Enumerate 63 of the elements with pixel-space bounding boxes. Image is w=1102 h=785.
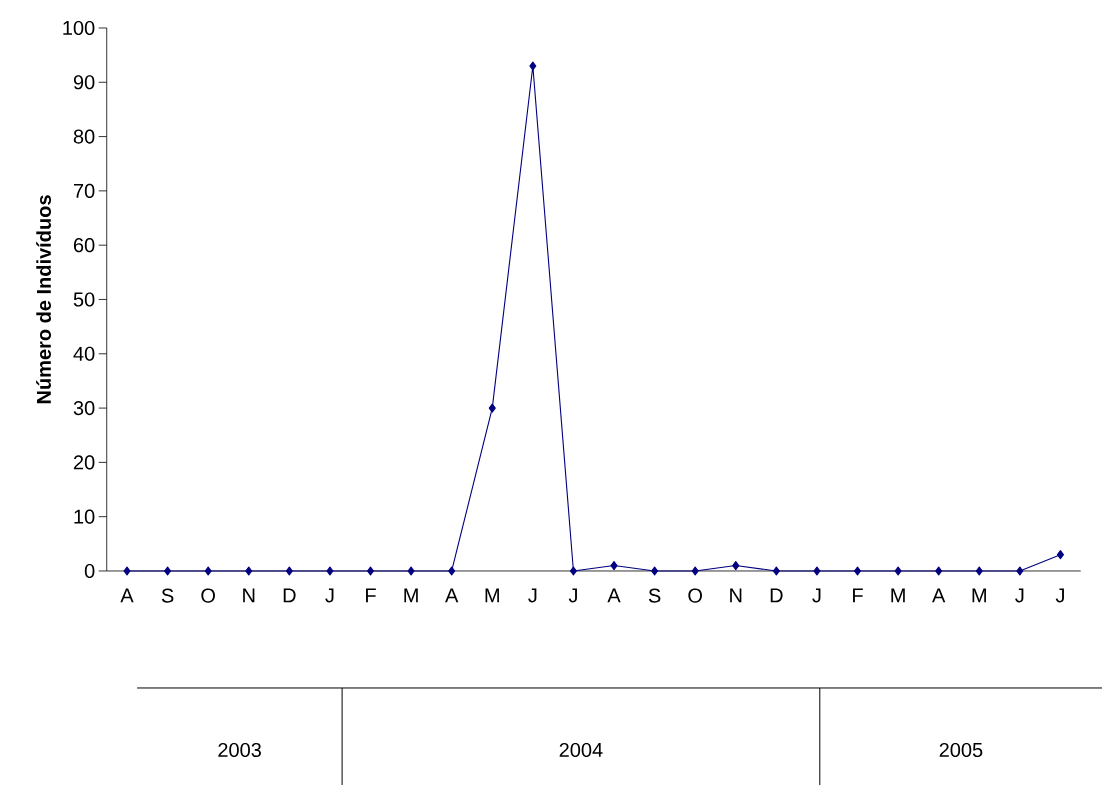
point — [975, 566, 983, 576]
x-tick-label: M — [485, 588, 499, 603]
point — [366, 566, 375, 576]
point — [894, 566, 902, 576]
text: 2003 — [218, 742, 261, 758]
x-tick-label: S — [161, 588, 174, 603]
x-tick-label: A — [932, 588, 946, 603]
point — [935, 566, 943, 576]
x-tick-label: D — [283, 588, 296, 603]
point — [1056, 550, 1064, 560]
x-tick-label: J — [528, 588, 537, 603]
x-tick-label: M — [891, 588, 905, 603]
point — [813, 566, 821, 576]
y-tick-label: 30 — [73, 401, 95, 416]
x-tick-label: A — [445, 588, 459, 603]
x-tick-label: F — [366, 588, 376, 603]
x-tick-label: O — [201, 588, 215, 603]
x-tick-label: D — [770, 588, 783, 603]
point — [245, 566, 253, 576]
point — [407, 566, 415, 576]
point — [488, 403, 496, 413]
point — [204, 566, 212, 576]
point — [326, 566, 334, 576]
x-tick-label: A — [120, 588, 134, 603]
text: 2005 — [939, 742, 983, 758]
y-tick-label: 40 — [73, 346, 95, 361]
y-tick-label: 60 — [73, 238, 95, 253]
point — [853, 566, 862, 576]
y-tick-label: 70 — [73, 183, 95, 198]
x-tick-label: S — [648, 588, 661, 603]
y-tick-label: 10 — [74, 509, 95, 524]
x-tick-label: N — [730, 588, 742, 603]
x-tick-label: O — [688, 588, 702, 603]
point — [285, 566, 293, 576]
x-tick-label: J — [325, 588, 334, 603]
x-tick-label: J — [1015, 588, 1024, 603]
x-tick-label: J — [1055, 588, 1064, 603]
y-axis-title: Número de Indivíduos — [36, 195, 51, 404]
y-tick-label: 80 — [73, 129, 95, 144]
y-tick-label: 0 — [84, 563, 95, 579]
point — [772, 566, 780, 576]
y-tick-label: 90 — [73, 75, 95, 90]
text: 2004 — [559, 742, 603, 758]
point — [448, 566, 456, 576]
x-tick-label: M — [972, 588, 986, 603]
point — [569, 566, 577, 576]
point — [164, 566, 172, 576]
y-tick-label: 20 — [73, 455, 95, 470]
x-tick-label: M — [404, 588, 418, 603]
point — [691, 566, 699, 576]
x-tick-label: F — [853, 588, 863, 603]
point — [651, 566, 659, 576]
x-tick-label: J — [812, 588, 821, 603]
point — [123, 566, 131, 576]
x-tick-label: N — [243, 588, 255, 603]
y-tick-label: 100 — [63, 20, 95, 36]
point — [529, 61, 537, 71]
x-tick-label: A — [607, 588, 621, 603]
point — [610, 561, 618, 571]
x-tick-label: J — [568, 588, 577, 603]
point — [732, 561, 740, 571]
point — [1016, 566, 1024, 576]
y-tick-label: 50 — [73, 292, 95, 307]
